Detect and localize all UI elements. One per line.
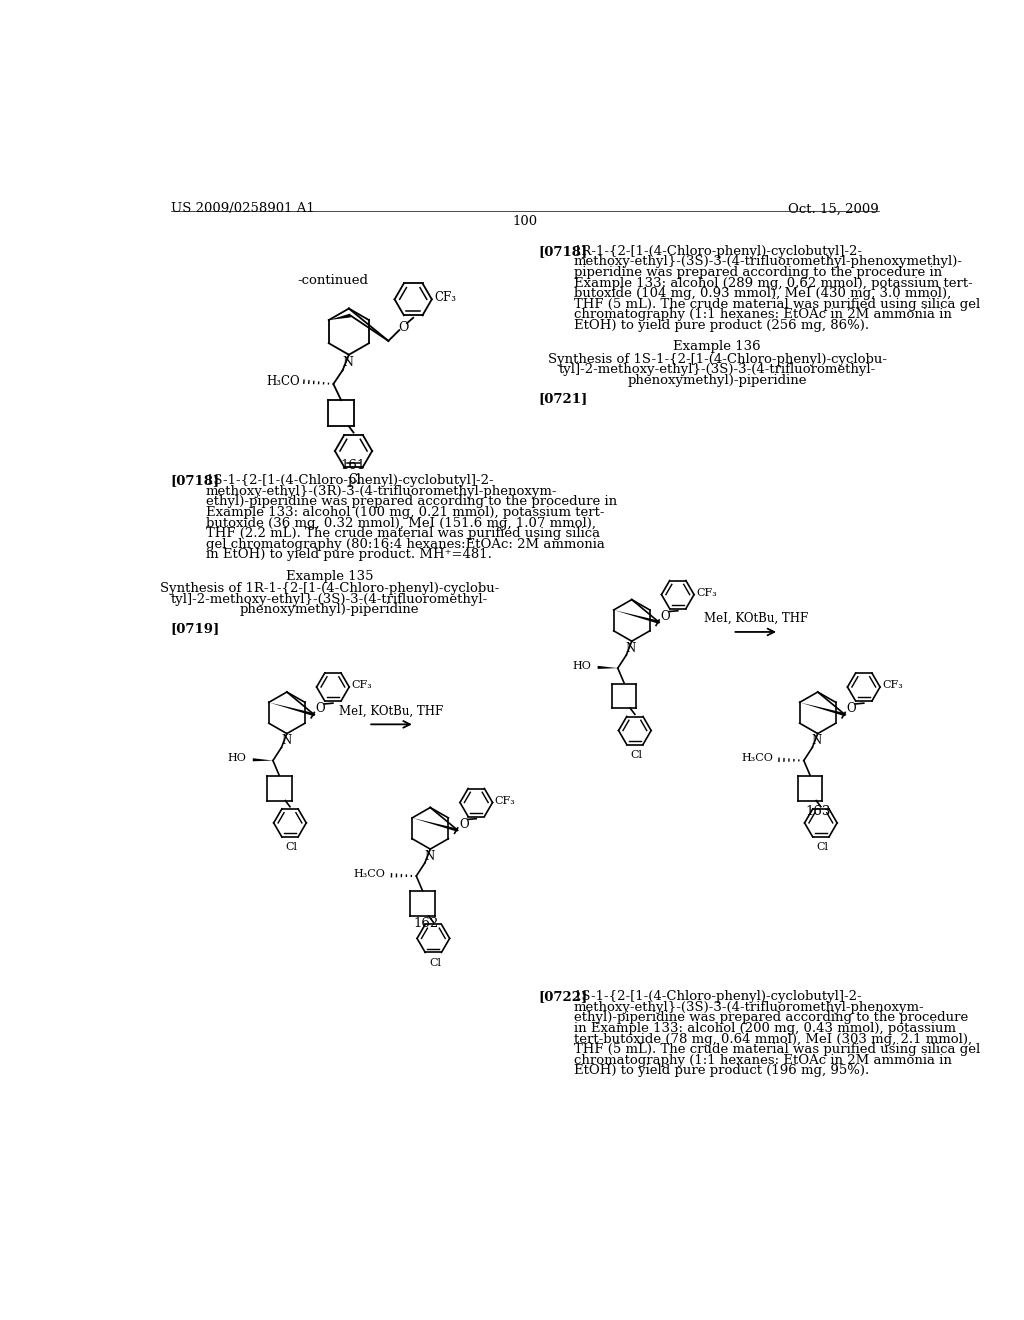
Polygon shape: [268, 702, 314, 717]
Polygon shape: [613, 610, 659, 624]
Text: Oct. 15, 2009: Oct. 15, 2009: [788, 202, 879, 215]
Text: Cl: Cl: [631, 750, 642, 760]
Text: CF₃: CF₃: [434, 292, 456, 305]
Text: CF₃: CF₃: [495, 796, 516, 807]
Text: piperidine was prepared according to the procedure in: piperidine was prepared according to the…: [573, 265, 942, 279]
Text: Example 133: alcohol (100 mg, 0.21 mmol), potassium tert-: Example 133: alcohol (100 mg, 0.21 mmol)…: [206, 506, 604, 519]
Text: US 2009/0258901 A1: US 2009/0258901 A1: [171, 202, 314, 215]
Text: 1S-1-{2-[1-(4-Chloro-phenyl)-cyclobutyl]-2-: 1S-1-{2-[1-(4-Chloro-phenyl)-cyclobutyl]…: [573, 990, 862, 1003]
Text: HO: HO: [227, 754, 247, 763]
Polygon shape: [598, 665, 617, 669]
Text: EtOH) to yield pure product (196 mg, 95%).: EtOH) to yield pure product (196 mg, 95%…: [573, 1064, 869, 1077]
Text: N: N: [812, 734, 822, 747]
Text: tert-butoxide (78 mg, 0.64 mmol), MeI (303 mg, 2.1 mmol),: tert-butoxide (78 mg, 0.64 mmol), MeI (3…: [573, 1032, 972, 1045]
Text: CF₃: CF₃: [351, 681, 373, 690]
Text: ethyl)-piperidine was prepared according to the procedure in: ethyl)-piperidine was prepared according…: [206, 495, 616, 508]
Text: 162: 162: [414, 917, 439, 929]
Text: methoxy-ethyl}-(3S)-3-(4-trifluoromethyl-phenoxym-: methoxy-ethyl}-(3S)-3-(4-trifluoromethyl…: [573, 1001, 925, 1014]
Text: [0721]: [0721]: [539, 392, 588, 405]
Text: N: N: [424, 850, 434, 863]
Polygon shape: [253, 758, 273, 762]
Polygon shape: [800, 702, 846, 717]
Polygon shape: [329, 314, 351, 321]
Text: tyl]-2-methoxy-ethyl}-(3S)-3-(4-trifluoromethyl-: tyl]-2-methoxy-ethyl}-(3S)-3-(4-trifluor…: [171, 593, 488, 606]
Text: CF₃: CF₃: [883, 681, 903, 690]
Text: butoxide (36 mg, 0.32 mmol), MeI (151.6 mg, 1.07 mmol),: butoxide (36 mg, 0.32 mmol), MeI (151.6 …: [206, 516, 596, 529]
Text: CF₃: CF₃: [696, 589, 717, 598]
Text: 1S-1-{2-[1-(4-Chloro-phenyl)-cyclobutyl]-2-: 1S-1-{2-[1-(4-Chloro-phenyl)-cyclobutyl]…: [206, 474, 495, 487]
Text: N: N: [281, 734, 291, 747]
Text: O: O: [660, 610, 670, 623]
Text: N: N: [626, 642, 636, 655]
Text: O: O: [398, 321, 409, 334]
Text: in Example 133: alcohol (200 mg, 0.43 mmol), potassium: in Example 133: alcohol (200 mg, 0.43 mm…: [573, 1022, 955, 1035]
Text: H₃CO: H₃CO: [353, 869, 385, 879]
Text: H₃CO: H₃CO: [266, 375, 300, 388]
Text: 161: 161: [340, 459, 366, 471]
Text: Synthesis of 1R-1-{2-[1-(4-Chloro-phenyl)-cyclobu-: Synthesis of 1R-1-{2-[1-(4-Chloro-phenyl…: [160, 582, 499, 595]
Text: THF (5 mL). The crude material was purified using silica gel: THF (5 mL). The crude material was purif…: [573, 298, 980, 310]
Text: [0718]: [0718]: [171, 474, 220, 487]
Text: [0719]: [0719]: [171, 622, 220, 635]
Text: Example 135: Example 135: [286, 570, 374, 583]
Text: chromatography (1:1 hexanes: EtOAc in 2M ammonia in: chromatography (1:1 hexanes: EtOAc in 2M…: [573, 309, 951, 321]
Text: THF (2.2 mL). The crude material was purified using silica: THF (2.2 mL). The crude material was pur…: [206, 527, 600, 540]
Text: N: N: [343, 355, 353, 368]
Text: -continued: -continued: [297, 275, 368, 286]
Text: methoxy-ethyl}-(3S)-3-(4-trifluoromethyl-phenoxymethyl)-: methoxy-ethyl}-(3S)-3-(4-trifluoromethyl…: [573, 255, 963, 268]
Text: chromatography (1:1 hexanes: EtOAc in 2M ammonia in: chromatography (1:1 hexanes: EtOAc in 2M…: [573, 1053, 951, 1067]
Text: phenoxymethyl)-piperidine: phenoxymethyl)-piperidine: [240, 603, 419, 616]
Text: Cl: Cl: [349, 473, 361, 486]
Text: THF (5 mL). The crude material was purified using silica gel: THF (5 mL). The crude material was purif…: [573, 1043, 980, 1056]
Text: MeI, KOtBu, THF: MeI, KOtBu, THF: [703, 612, 808, 626]
Text: [0718]: [0718]: [539, 244, 588, 257]
Text: Synthesis of 1S-1-{2-[1-(4-Chloro-phenyl)-cyclobu-: Synthesis of 1S-1-{2-[1-(4-Chloro-phenyl…: [548, 352, 887, 366]
Text: EtOH) to yield pure product (256 mg, 86%).: EtOH) to yield pure product (256 mg, 86%…: [573, 319, 868, 333]
Text: 163: 163: [805, 805, 830, 818]
Text: HO: HO: [572, 661, 592, 671]
Text: Cl: Cl: [816, 842, 828, 853]
Text: gel chromatography (80:16:4 hexanes:EtOAc: 2M ammonia: gel chromatography (80:16:4 hexanes:EtOA…: [206, 537, 604, 550]
Text: phenoxymethyl)-piperidine: phenoxymethyl)-piperidine: [628, 374, 807, 387]
Text: tyl]-2-methoxy-ethyl}-(3S)-3-(4-trifluoromethyl-: tyl]-2-methoxy-ethyl}-(3S)-3-(4-trifluor…: [558, 363, 876, 376]
Text: in EtOH) to yield pure product. MH⁺=481.: in EtOH) to yield pure product. MH⁺=481.: [206, 549, 492, 561]
Text: 100: 100: [512, 215, 538, 228]
Polygon shape: [412, 818, 458, 832]
Text: Cl: Cl: [286, 842, 298, 853]
Text: H₃CO: H₃CO: [741, 754, 773, 763]
Text: MeI, KOtBu, THF: MeI, KOtBu, THF: [339, 705, 443, 718]
Text: methoxy-ethyl}-(3R)-3-(4-trifluoromethyl-phenoxym-: methoxy-ethyl}-(3R)-3-(4-trifluoromethyl…: [206, 484, 557, 498]
Text: Example 133: alcohol (289 mg, 0.62 mmol), potassium tert-: Example 133: alcohol (289 mg, 0.62 mmol)…: [573, 276, 973, 289]
Text: O: O: [847, 702, 856, 715]
Text: ethyl)-piperidine was prepared according to the procedure: ethyl)-piperidine was prepared according…: [573, 1011, 968, 1024]
Text: O: O: [315, 702, 326, 715]
Text: butoxide (104 mg, 0.93 mmol), MeI (430 mg, 3.0 mmol),: butoxide (104 mg, 0.93 mmol), MeI (430 m…: [573, 288, 951, 300]
Text: [0722]: [0722]: [539, 990, 588, 1003]
Text: Example 136: Example 136: [673, 341, 761, 354]
Text: Cl: Cl: [429, 958, 441, 968]
Text: 1R-1-{2-[1-(4-Chloro-phenyl)-cyclobutyl]-2-: 1R-1-{2-[1-(4-Chloro-phenyl)-cyclobutyl]…: [573, 244, 862, 257]
Text: O: O: [459, 817, 469, 830]
